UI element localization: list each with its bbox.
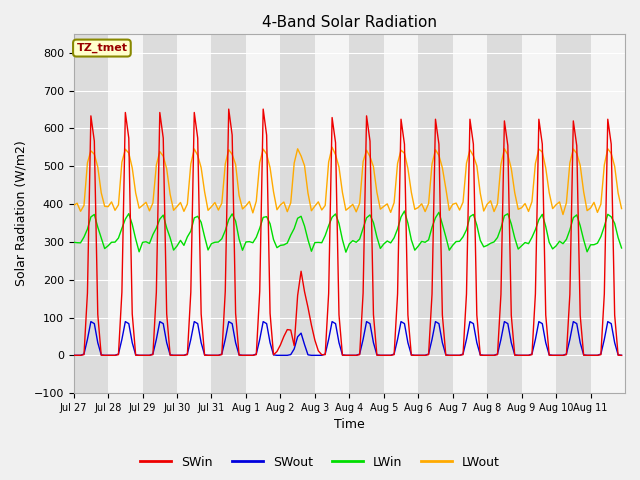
Y-axis label: Solar Radiation (W/m2): Solar Radiation (W/m2) — [15, 141, 28, 287]
X-axis label: Time: Time — [334, 419, 365, 432]
Text: TZ_tmet: TZ_tmet — [76, 43, 127, 53]
Bar — [211, 34, 246, 393]
Bar — [419, 34, 452, 393]
Title: 4-Band Solar Radiation: 4-Band Solar Radiation — [262, 15, 437, 30]
Bar — [349, 34, 384, 393]
Bar — [487, 34, 522, 393]
Bar — [556, 34, 591, 393]
Bar — [143, 34, 177, 393]
Bar — [74, 34, 108, 393]
Bar — [280, 34, 315, 393]
Legend: SWin, SWout, LWin, LWout: SWin, SWout, LWin, LWout — [135, 451, 505, 474]
